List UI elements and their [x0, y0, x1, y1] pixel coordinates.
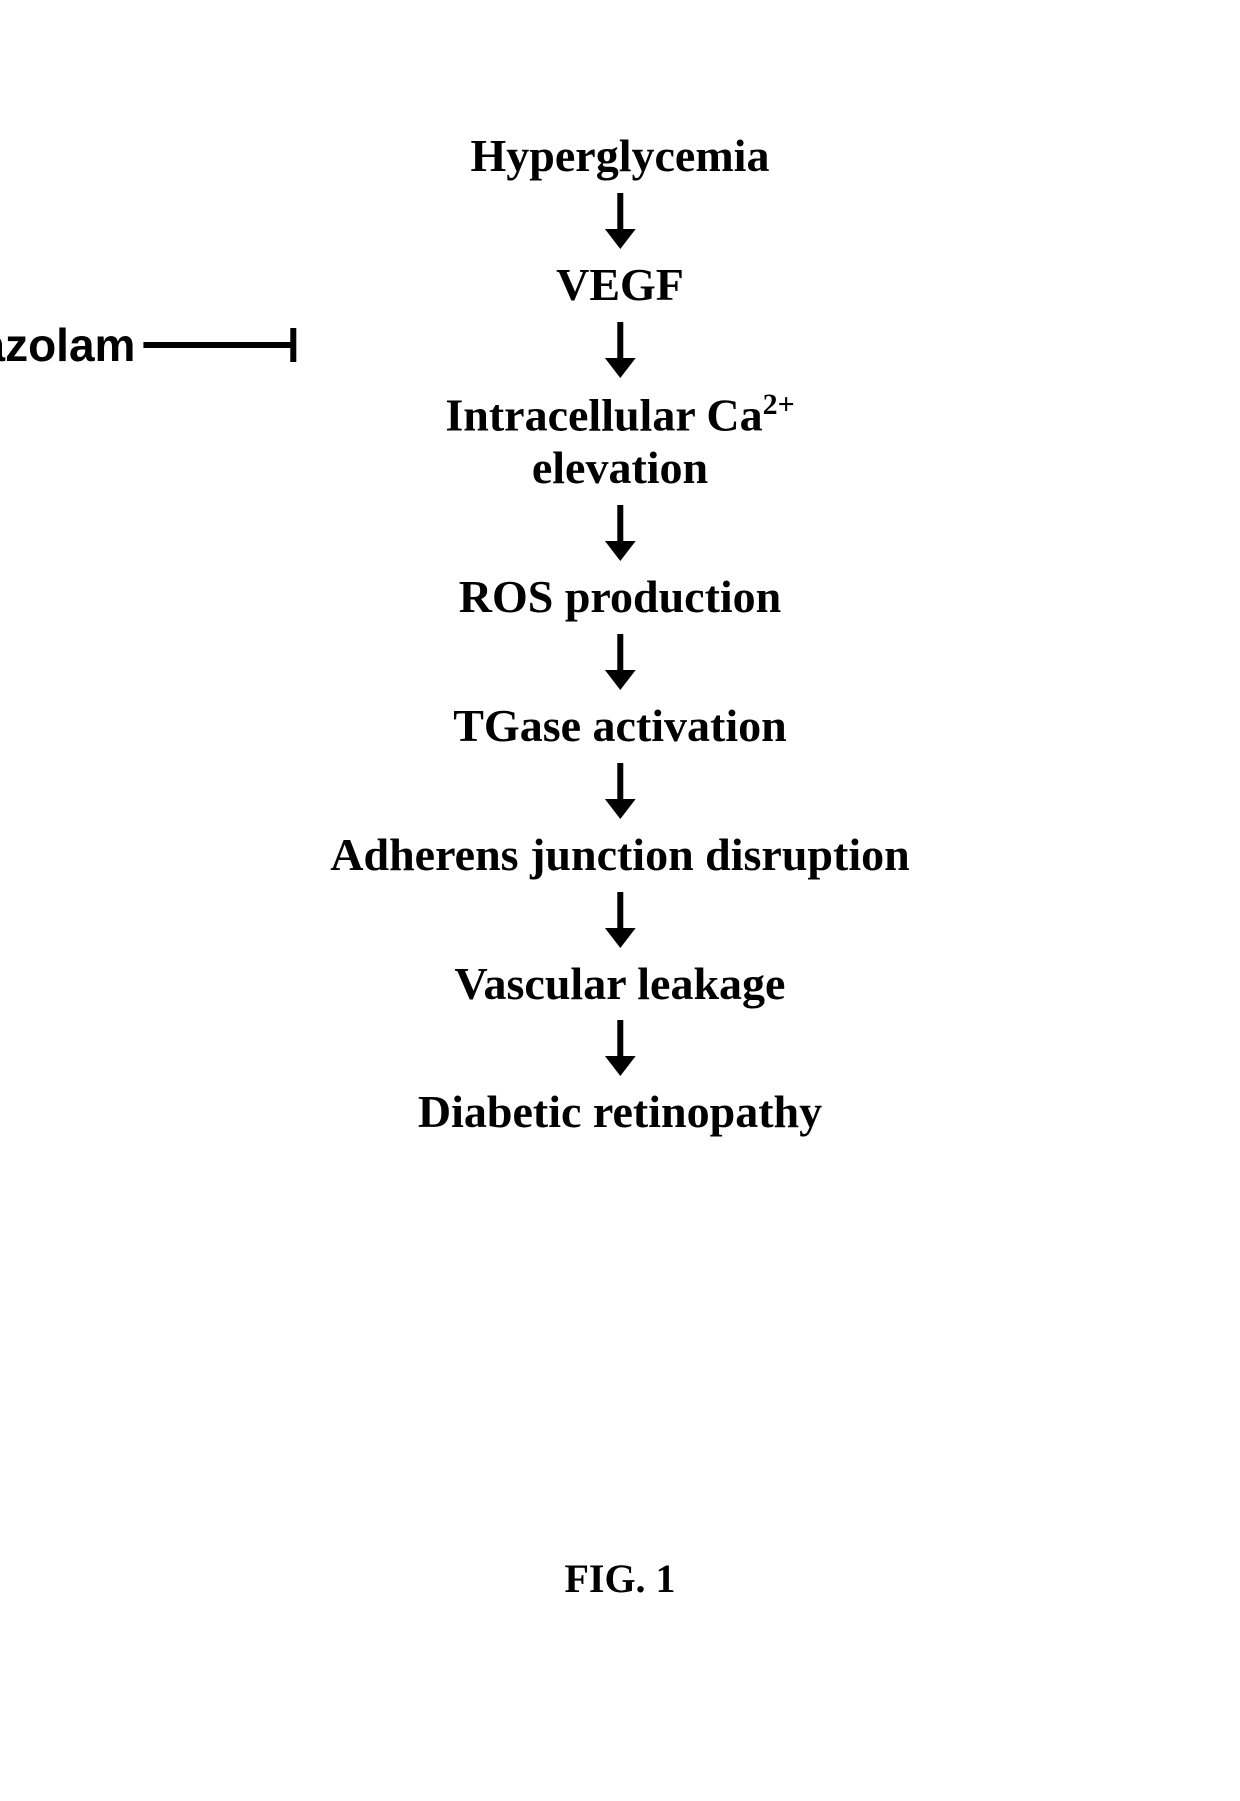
flowchart-node: Adherens junction disruption — [330, 829, 909, 882]
flowchart-node: VEGF — [556, 259, 684, 312]
pathway-flowchart: Hyperglycemia VEGFMidazolamIntracellular … — [330, 130, 909, 1139]
inhibition-line-icon — [143, 326, 299, 364]
arrow-down-icon — [600, 322, 640, 378]
inhibitor-annotation: Midazolam — [0, 318, 299, 372]
figure-caption: FIG. 1 — [564, 1555, 675, 1602]
flowchart-node: Hyperglycemia — [471, 130, 770, 183]
arrow-down-icon — [600, 193, 640, 249]
inhibitor-edge: Midazolam — [330, 312, 909, 388]
arrow-down-icon — [600, 1020, 640, 1076]
flowchart-node: Vascular leakage — [455, 958, 786, 1011]
flowchart-node: Diabetic retinopathy — [418, 1086, 822, 1139]
flowchart-node: ROS production — [459, 571, 782, 624]
arrow-down-icon — [600, 634, 640, 690]
flowchart-node: Intracellular Ca2+elevation — [445, 388, 794, 495]
flowchart-node: TGase activation — [453, 700, 786, 753]
arrow-down-icon — [600, 763, 640, 819]
inhibitor-label: Midazolam — [0, 318, 135, 372]
arrow-down-icon — [600, 505, 640, 561]
arrow-down-icon — [600, 892, 640, 948]
